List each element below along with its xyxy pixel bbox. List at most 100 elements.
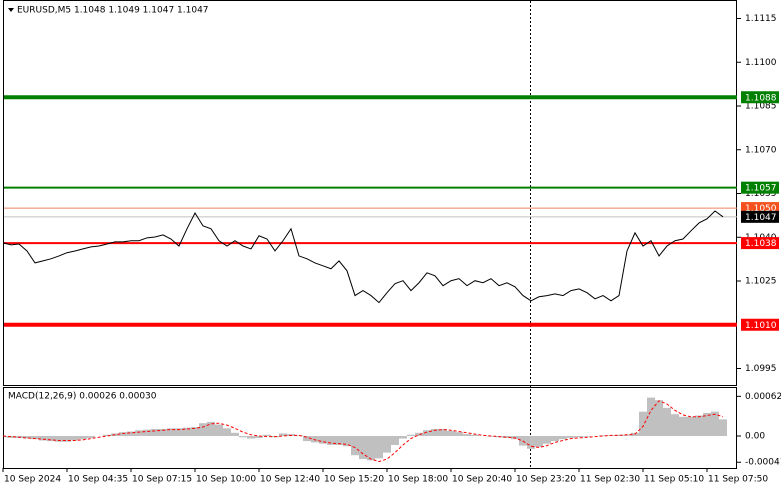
macd-bar [375,436,383,459]
y-tick-label: 1.1025 [745,277,777,287]
macd-bar [103,434,111,436]
macd-bar [39,436,47,441]
main-panel [3,0,737,386]
price-line [2,210,724,304]
macd-bar [687,416,695,436]
macd-bar [279,433,287,436]
macd-bar [127,431,135,436]
macd-bar [223,428,231,436]
level-box [741,318,779,331]
macd-bar [135,430,143,436]
macd-bar [639,411,647,436]
macd-bar [263,434,271,436]
macd-bar [23,436,31,439]
macd-bar [471,434,479,436]
macd-bar [191,427,199,436]
level-box [741,210,779,223]
y-tick-label: 0.00 [745,432,765,442]
macd-bar [119,432,127,436]
macd-bar [503,436,511,438]
level-label: 1.1057 [745,184,777,194]
macd-bar [319,436,327,444]
macd-bar [231,432,239,436]
x-tick-label: 10 Sep 18:00 [388,475,448,485]
macd-bar [359,436,367,460]
macd-bar [407,434,415,436]
macd-bar [63,436,71,442]
y-tick-label: 1.1070 [745,145,777,155]
macd-bar [87,436,95,438]
macd-bar [543,436,551,444]
level-label: 1.1050 [745,204,777,214]
x-tick-label: 10 Sep 20:40 [452,475,512,485]
macd-bar [255,436,263,438]
macd-bar [535,436,543,447]
macd-bar [71,436,79,441]
chart-title: EURUSD,M5 1.1048 1.1049 1.1047 1.1047 [17,6,209,16]
macd-bar [559,436,567,440]
macd-bar [7,436,15,438]
macd-bar [719,419,727,436]
x-tick-label: 10 Sep 15:20 [324,475,384,485]
macd-panel [3,387,737,469]
x-tick-label: 10 Sep 12:40 [260,475,320,485]
menu-arrow [8,8,14,12]
y-tick-label: 1.1055 [745,189,777,199]
macd-bar [159,428,167,436]
macd-bar [703,412,711,436]
macd-bar [671,414,679,436]
macd-bar [647,397,655,436]
macd-bar [463,434,471,436]
macd-bar [447,430,455,436]
macd-bar [55,436,63,442]
macd-bar [527,436,535,449]
y-tick-label: 0.00062 [745,392,781,402]
macd-bar [239,436,247,438]
x-tick-label: 11 Sep 02:30 [580,475,640,485]
x-tick-label: 10 Sep 04:35 [68,475,128,485]
macd-bar [199,423,207,436]
macd-bar [207,421,215,436]
x-tick-label: 10 Sep 2024 [4,475,61,485]
macd-bar [335,436,343,445]
macd-bar [247,436,255,439]
macd-bar [655,400,663,436]
y-tick-label: 1.1100 [745,58,777,68]
level-box [741,181,779,194]
y-tick-label: 1.1115 [745,14,777,24]
macd-bar [615,434,623,436]
macd-bar [695,415,703,436]
x-tick-label: 11 Sep 05:10 [644,475,704,485]
macd-bar [711,411,719,436]
macd-bar [391,436,399,445]
macd-title: MACD(12,26,9) 0.00026 0.00030 [8,392,157,402]
macd-bar [623,434,631,436]
macd-bar [583,436,591,437]
level-label: 1.1047 [745,213,777,223]
x-tick-label: 10 Sep 07:15 [132,475,192,485]
macd-bar [167,428,175,436]
macd-bar [399,436,407,439]
macd-bar [311,436,319,443]
level-label: 1.1088 [745,93,777,103]
macd-bar [383,436,391,453]
macd-bar [327,436,335,445]
macd-bar [567,436,575,438]
macd-bar [351,436,359,456]
signal-line [2,400,724,463]
level-label: 1.1038 [745,239,777,249]
macd-bar [47,436,55,442]
level-label: 1.1010 [745,321,777,331]
level-box [741,91,779,104]
macd-bar [679,416,687,436]
macd-bar [575,436,583,438]
macd-bar [415,432,423,436]
y-tick-label: 1.1085 [745,102,777,112]
x-tick-label: 11 Sep 07:50 [708,475,768,485]
y-tick-label: 1.0995 [745,364,777,374]
macd-bar [455,432,463,436]
macd-bar [143,429,151,436]
macd-bar [303,436,311,442]
